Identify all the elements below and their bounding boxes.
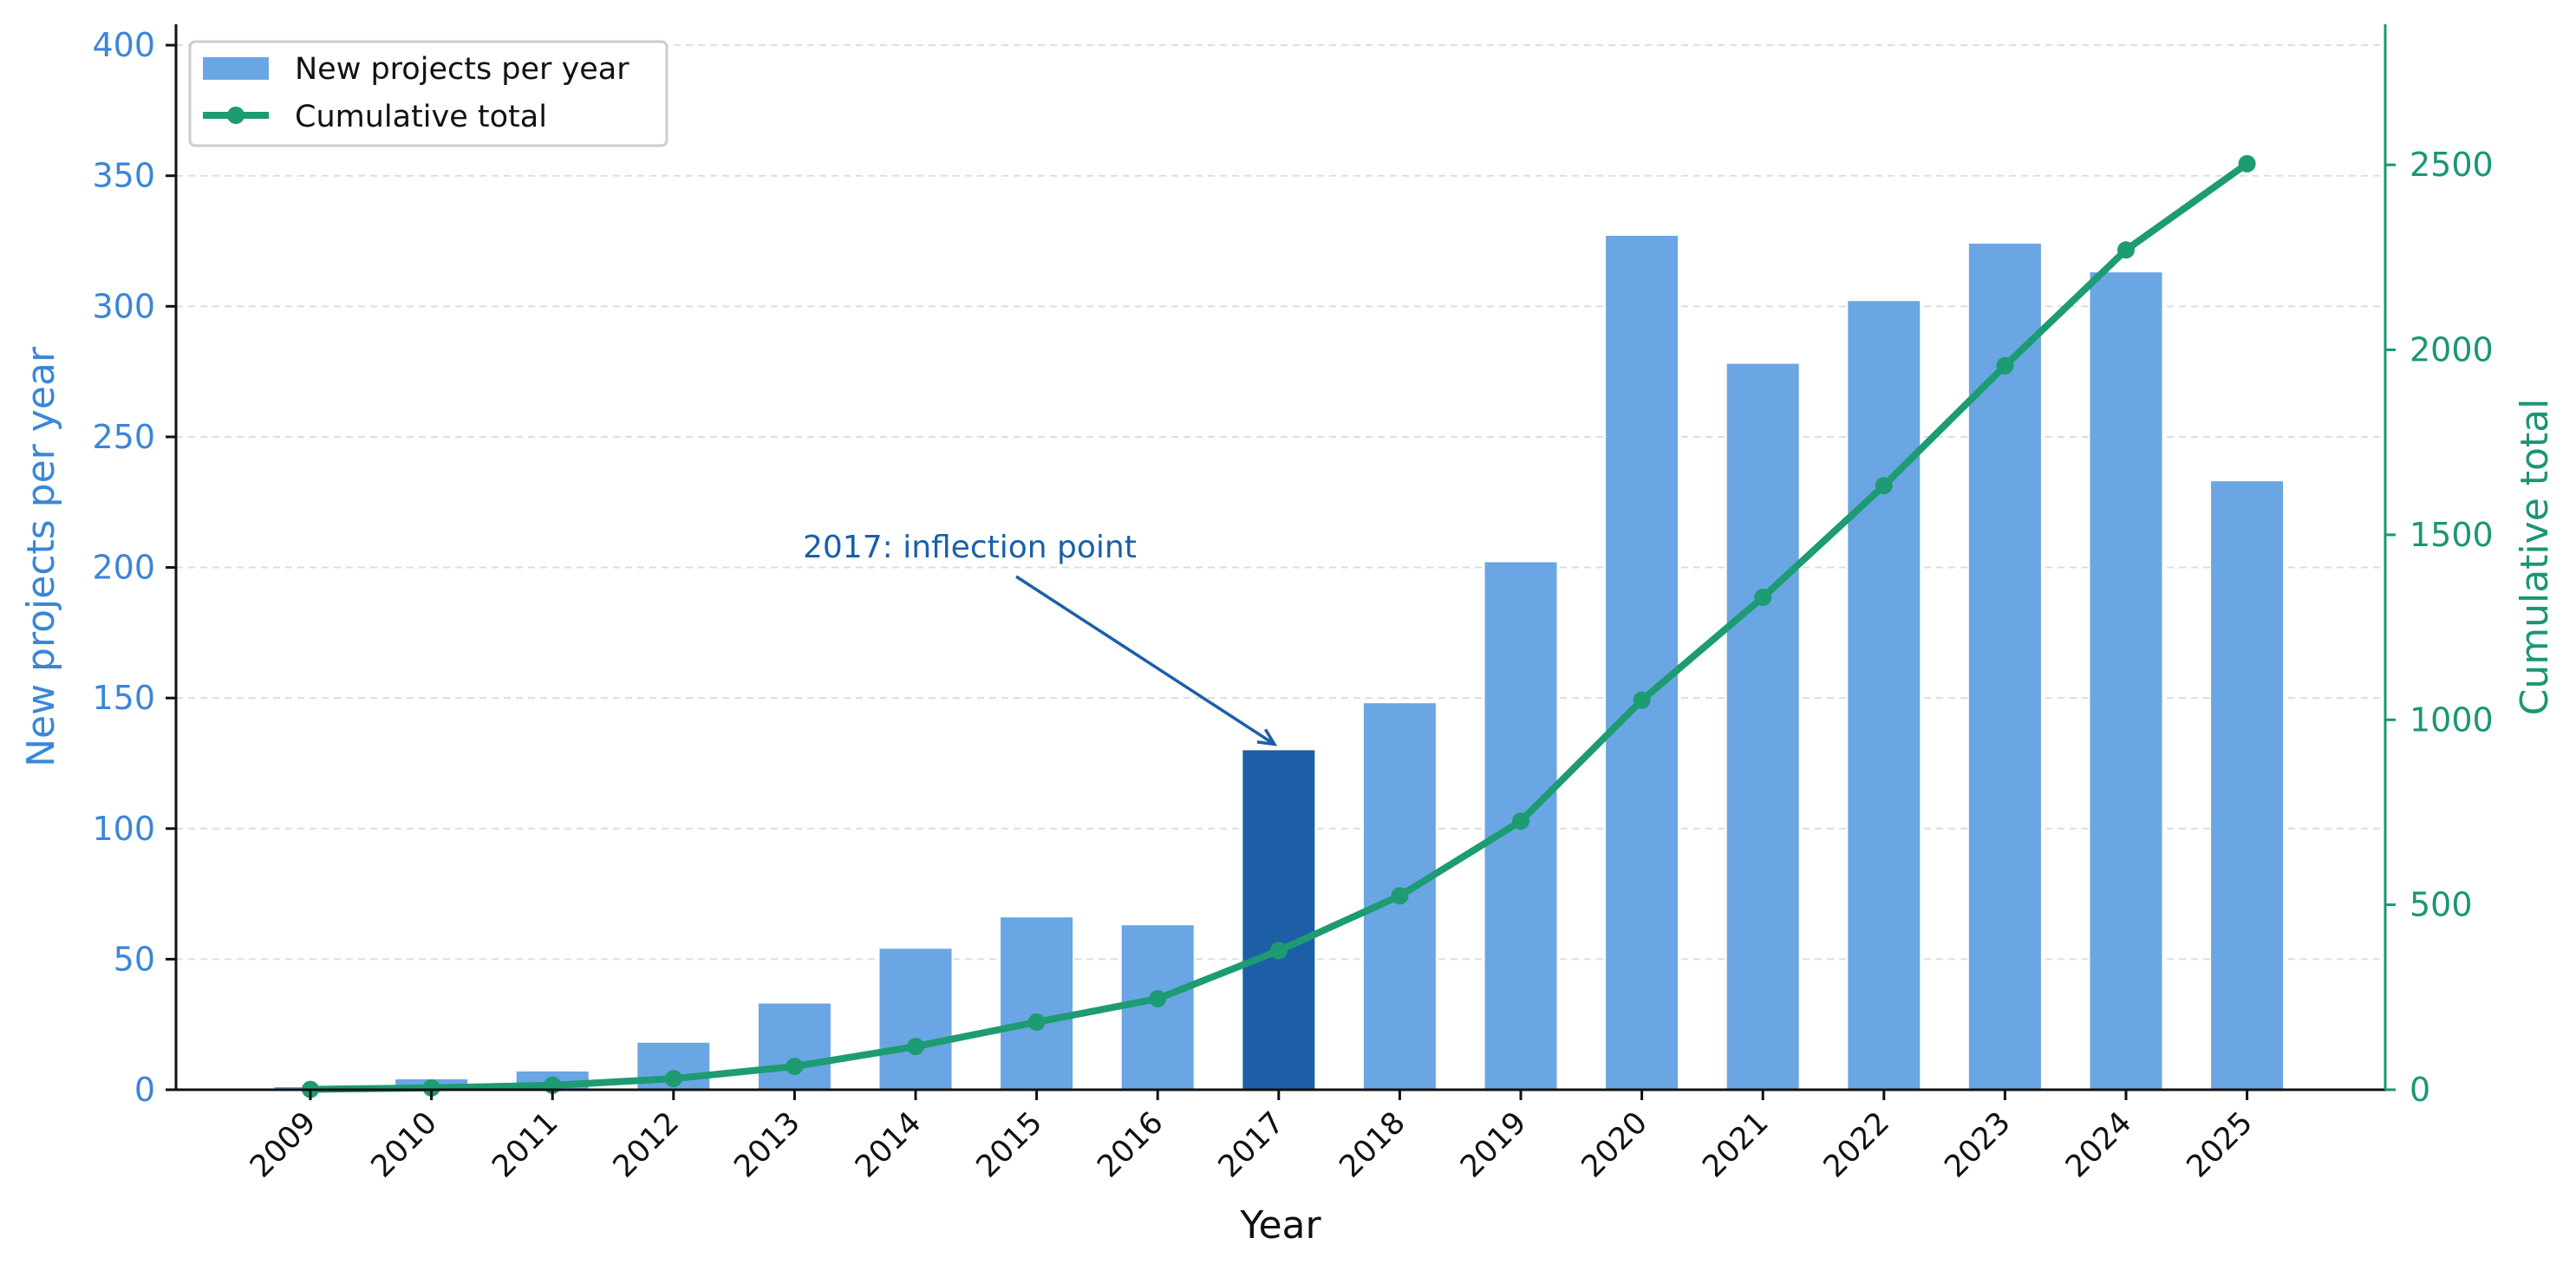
annotation-arrowhead: [1256, 728, 1278, 746]
annotation-text: 2017: inflection point: [803, 530, 1137, 565]
line-series: [302, 154, 2256, 1098]
left-tick-label: 0: [134, 1071, 155, 1109]
left-tick-label: 200: [92, 549, 155, 587]
x-tick-label-2017: 2017: [1212, 1105, 1291, 1184]
legend-box: [188, 40, 668, 147]
bar-2013: [758, 1003, 831, 1090]
cumulative-point-2014: [907, 1038, 924, 1056]
cumulative-point-2012: [664, 1070, 682, 1088]
left-tick-label: 100: [92, 810, 155, 848]
x-tick-label-2015: 2015: [970, 1105, 1049, 1184]
x-tick-label-2012: 2012: [607, 1105, 686, 1184]
x-tick-label-2022: 2022: [1817, 1105, 1896, 1184]
left-tick-label: 350: [92, 157, 155, 195]
bar-2025: [2211, 481, 2284, 1090]
right-tick-label: 0: [2410, 1071, 2430, 1109]
cumulative-point-2023: [1996, 356, 2014, 375]
x-tick-label-2021: 2021: [1696, 1105, 1775, 1184]
legend-line-marker: [227, 107, 245, 124]
bar-2015: [1001, 917, 1073, 1090]
left-tick-label: 300: [92, 287, 155, 325]
cumulative-point-2025: [2238, 154, 2256, 173]
x-tick-label-2011: 2011: [486, 1105, 564, 1184]
cumulative-point-2017: [1269, 941, 1288, 960]
cumulative-point-2013: [786, 1058, 804, 1076]
legend-bar-swatch: [203, 57, 269, 80]
cumulative-point-2021: [1754, 589, 1772, 607]
left-tick-label: 50: [114, 940, 155, 978]
x-tick-label-2014: 2014: [849, 1105, 928, 1184]
cumulative-point-2024: [2117, 241, 2135, 259]
x-axis-label: Year: [1239, 1203, 1321, 1248]
x-tick-label-2019: 2019: [1454, 1105, 1533, 1184]
bar-series: [274, 235, 2284, 1091]
legend: New projects per year Cumulative total: [188, 40, 668, 147]
x-tick-label-2023: 2023: [1938, 1105, 2017, 1184]
x-tick-label-2013: 2013: [727, 1105, 806, 1184]
bar-2024: [2090, 272, 2162, 1091]
bar-2017: [1242, 750, 1315, 1090]
left-tick-label: 250: [92, 418, 155, 456]
bar-2022: [1848, 301, 1921, 1090]
y-axis-label-right: Cumulative total: [2513, 399, 2557, 716]
x-tick-label-2009: 2009: [244, 1105, 323, 1184]
right-tick-label: 2000: [2410, 331, 2494, 369]
bar-2016: [1121, 925, 1194, 1090]
x-tick-label-2025: 2025: [2181, 1105, 2260, 1184]
cumulative-point-2022: [1875, 477, 1893, 495]
x-tick-label-2016: 2016: [1091, 1105, 1170, 1184]
left-tick-label: 400: [92, 26, 155, 64]
y-axis-label-left: New projects per year: [19, 346, 63, 767]
cumulative-point-2015: [1027, 1013, 1046, 1031]
cumulative-point-2020: [1633, 691, 1651, 709]
x-tick-label-2020: 2020: [1575, 1105, 1654, 1184]
annotation-arrow: [1015, 575, 1275, 746]
bar-2021: [1726, 363, 1799, 1090]
cumulative-point-2016: [1149, 990, 1167, 1008]
right-tick-label: 2500: [2410, 146, 2494, 184]
right-tick-label: 1500: [2410, 516, 2494, 554]
cumulative-point-2018: [1391, 887, 1409, 905]
x-tick-label-2018: 2018: [1333, 1105, 1412, 1184]
left-tick-label: 150: [92, 679, 155, 717]
right-tick-label: 500: [2410, 886, 2473, 924]
annotation: 2017: inflection point: [803, 530, 1278, 746]
cumulative-point-2010: [422, 1078, 440, 1097]
bar-2014: [879, 948, 952, 1090]
right-tick-label: 1000: [2410, 700, 2494, 739]
legend-line-label: Cumulative total: [295, 100, 547, 134]
legend-bar-label: New projects per year: [295, 52, 629, 87]
bar-2020: [1606, 235, 1679, 1090]
cumulative-point-2019: [1512, 812, 1529, 831]
x-tick-label-2024: 2024: [2059, 1105, 2138, 1184]
x-tick-label-2010: 2010: [365, 1105, 444, 1184]
